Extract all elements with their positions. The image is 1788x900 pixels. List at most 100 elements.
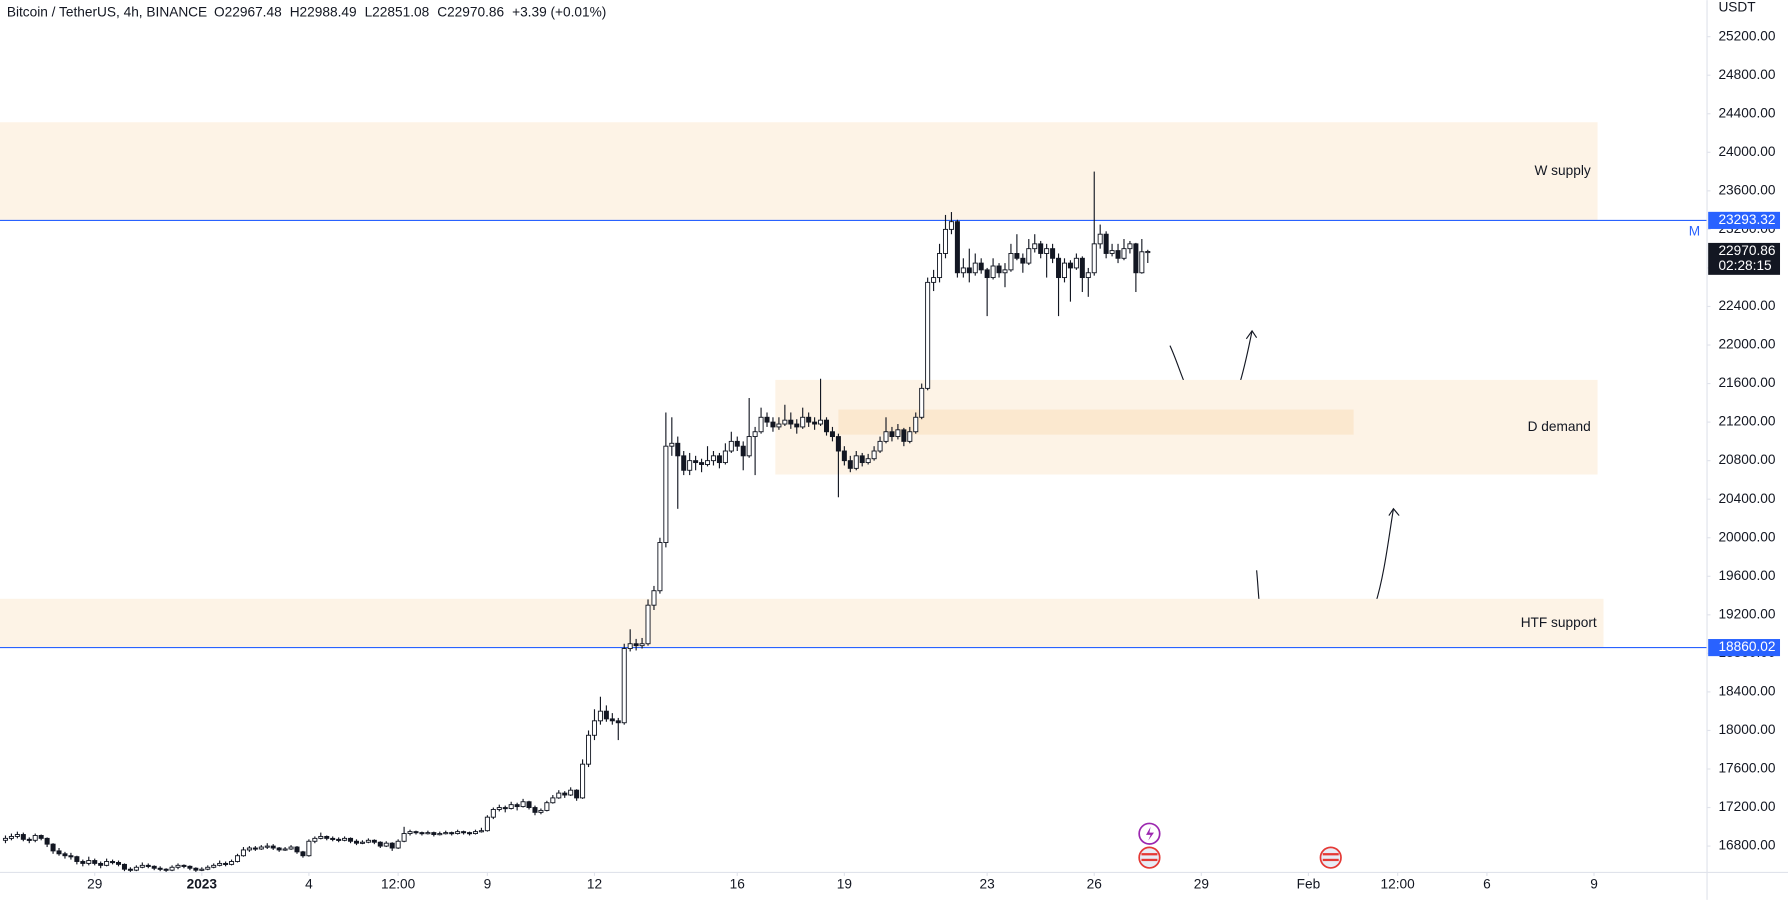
candle-body — [1044, 248, 1050, 254]
candle-body — [205, 866, 211, 870]
candle-body — [20, 834, 26, 840]
candle-body — [1038, 243, 1044, 254]
candle-body — [80, 861, 86, 864]
candle-body — [8, 835, 14, 839]
candle-body — [1056, 257, 1062, 279]
candle-body — [127, 868, 133, 871]
candle-body — [788, 419, 794, 425]
candle-body — [609, 718, 615, 722]
candle-body — [996, 265, 1002, 274]
candle-body — [211, 864, 217, 868]
price-tag-label: 23293.32 — [1718, 212, 1775, 227]
candle-body — [865, 458, 871, 464]
candle-body — [294, 846, 300, 853]
candle-body — [110, 861, 116, 864]
zone-label: W supply — [1534, 163, 1590, 178]
candle-body — [794, 423, 800, 428]
flag-stripe — [1322, 858, 1339, 862]
candle-body — [169, 866, 175, 871]
candle-body — [925, 281, 931, 389]
y-tick-label: 17600.00 — [1718, 761, 1775, 776]
candle-body — [252, 847, 258, 850]
legend-value: H22988.49 — [290, 4, 357, 19]
candle-body — [681, 455, 687, 471]
x-tick-label: 16 — [730, 877, 745, 892]
candle-body — [871, 450, 877, 460]
candle-body — [371, 839, 377, 843]
candle-body — [895, 429, 901, 438]
y-axis-label: USDT — [1718, 0, 1756, 15]
lightning-icon — [1146, 826, 1154, 841]
legend-value: L22851.08 — [365, 4, 430, 19]
candle-body — [74, 856, 80, 862]
y-tick-label: 24400.00 — [1718, 105, 1775, 120]
candle-body — [193, 867, 199, 871]
candle-body — [990, 265, 996, 279]
candle-body — [377, 841, 383, 847]
candle-body — [812, 421, 818, 425]
candle-body — [1145, 251, 1151, 254]
candle-body — [835, 436, 841, 452]
candle-body — [591, 720, 597, 736]
candle-body — [556, 792, 562, 799]
candle-body — [157, 867, 163, 870]
candle-body — [568, 789, 574, 796]
candle-body — [532, 807, 538, 813]
candle-body — [948, 221, 954, 230]
candle-body — [544, 802, 550, 811]
candle-body — [502, 807, 508, 810]
candle-body — [1109, 250, 1115, 254]
legend-value: +3.39 (+0.01%) — [512, 4, 606, 19]
candle-body — [229, 861, 235, 865]
candle-body — [187, 865, 193, 869]
candle-body — [407, 831, 413, 835]
candle-body — [699, 462, 705, 465]
candle-body — [62, 853, 68, 857]
y-tick-label: 24000.00 — [1718, 144, 1775, 159]
legend-value: C22970.86 — [437, 4, 504, 19]
candle-body — [663, 445, 669, 544]
candle-body — [859, 455, 865, 464]
candle-body — [359, 841, 365, 844]
candle-body — [234, 855, 241, 862]
candle-body — [615, 720, 621, 724]
candle-body — [1067, 262, 1073, 269]
y-tick-label: 16800.00 — [1718, 838, 1775, 853]
candle-body — [889, 431, 895, 438]
x-tick-label: 6 — [1483, 877, 1491, 892]
candle-body — [223, 862, 229, 866]
candle-body — [1127, 243, 1133, 250]
candle-body — [847, 460, 853, 469]
candle-body — [490, 809, 496, 818]
flag-stripe — [1322, 853, 1339, 856]
candle-body — [931, 277, 937, 283]
y-tick-label: 21600.00 — [1718, 375, 1775, 390]
candle-body — [484, 816, 490, 832]
candle-body — [877, 440, 883, 452]
candle-body — [818, 419, 824, 425]
candle-body — [1061, 262, 1067, 279]
event-icon[interactable] — [1319, 846, 1342, 869]
y-tick-label: 25200.00 — [1718, 28, 1775, 43]
candle-body — [163, 868, 169, 871]
candle-body — [217, 862, 223, 866]
candle-body — [104, 861, 110, 866]
x-tick-label: 2023 — [187, 877, 218, 892]
candle-body — [853, 455, 859, 469]
y-tick-label: 24800.00 — [1718, 67, 1775, 82]
candle-body — [966, 267, 972, 274]
arrow-head — [1245, 329, 1258, 340]
candle-body — [312, 837, 318, 842]
price-tag — [1708, 639, 1781, 657]
candle-body — [574, 789, 580, 799]
candle-body — [246, 847, 252, 851]
y-tick-label: 20400.00 — [1718, 491, 1775, 506]
candle-body — [56, 850, 62, 855]
candle-body — [651, 590, 657, 606]
candle-body — [44, 837, 50, 845]
candle-body — [776, 423, 782, 428]
y-tick-label: 23600.00 — [1718, 182, 1775, 197]
event-icon[interactable] — [1138, 846, 1161, 869]
candle-body — [538, 809, 544, 813]
